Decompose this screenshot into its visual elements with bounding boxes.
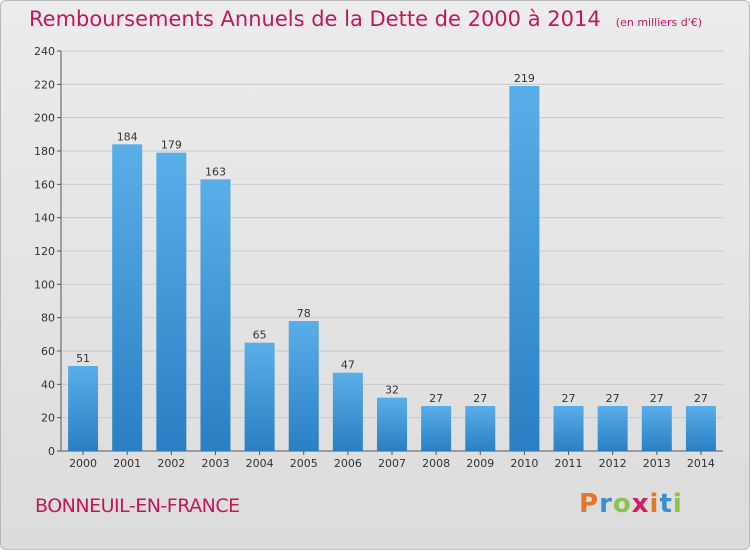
- data-label-2007: 32: [385, 384, 399, 397]
- logo-letter: i: [649, 489, 660, 519]
- proxiti-logo: Proxiti: [579, 489, 683, 519]
- bar-2006: [332, 372, 363, 451]
- bar-2004: [244, 342, 275, 451]
- logo-letter: i: [672, 489, 683, 519]
- x-tick-label-2008: 2008: [422, 457, 450, 470]
- data-label-2011: 27: [562, 392, 576, 405]
- y-tick-label-80: 80: [41, 312, 55, 325]
- x-tick-label-2006: 2006: [334, 457, 362, 470]
- x-tick-label-2012: 2012: [599, 457, 627, 470]
- data-label-2006: 47: [341, 359, 355, 372]
- logo-letter: P: [579, 489, 600, 519]
- bar-2012: [597, 406, 628, 451]
- x-tick-label-2010: 2010: [510, 457, 538, 470]
- bar-2013: [641, 406, 672, 451]
- bar-2000: [68, 366, 99, 451]
- city-name: BONNEUIL-EN-FRANCE: [35, 495, 240, 517]
- bar-2009: [465, 406, 496, 451]
- data-label-2000: 51: [76, 352, 90, 365]
- x-tick-label-2003: 2003: [201, 457, 229, 470]
- x-tick-label-2011: 2011: [555, 457, 583, 470]
- logo-letter: r: [599, 489, 613, 519]
- x-tick-label-2009: 2009: [466, 457, 494, 470]
- y-tick-label-20: 20: [41, 412, 55, 425]
- bar-2007: [377, 397, 407, 451]
- y-tick-label-140: 140: [34, 212, 55, 225]
- chart-title-unit: (en milliers d'€): [615, 16, 703, 29]
- x-tick-label-2000: 2000: [69, 457, 97, 470]
- bar-2008: [421, 406, 452, 451]
- y-tick-label-160: 160: [34, 178, 55, 191]
- data-label-2001: 184: [117, 130, 138, 143]
- data-label-2009: 27: [473, 392, 487, 405]
- chart-title-main: Remboursements Annuels de la Dette de 20…: [29, 7, 601, 31]
- bar-2001: [112, 144, 143, 452]
- data-label-2014: 27: [694, 392, 708, 405]
- data-label-2010: 219: [514, 72, 535, 85]
- bar-2003: [200, 179, 231, 452]
- bar-2014: [685, 406, 716, 451]
- chart-title: Remboursements Annuels de la Dette de 20…: [29, 7, 702, 31]
- data-label-2005: 78: [297, 307, 311, 320]
- logo-letter: x: [631, 489, 650, 519]
- y-tick-label-0: 0: [48, 445, 55, 458]
- x-tick-label-2007: 2007: [378, 457, 406, 470]
- bar-2011: [553, 406, 584, 451]
- y-tick-label-200: 200: [34, 112, 55, 125]
- x-tick-label-2005: 2005: [290, 457, 318, 470]
- bar-2002: [156, 152, 187, 451]
- data-label-2012: 27: [606, 392, 620, 405]
- y-tick-label-180: 180: [34, 145, 55, 158]
- data-label-2008: 27: [429, 392, 443, 405]
- x-tick-label-2014: 2014: [687, 457, 715, 470]
- y-tick-label-240: 240: [34, 45, 55, 58]
- data-label-2002: 179: [161, 139, 182, 152]
- data-label-2013: 27: [650, 392, 664, 405]
- bar-2010: [509, 86, 540, 451]
- x-tick-label-2001: 2001: [113, 457, 141, 470]
- data-label-2003: 163: [205, 165, 226, 178]
- x-tick-label-2013: 2013: [643, 457, 671, 470]
- y-tick-label-220: 220: [34, 78, 55, 91]
- logo-letter: t: [659, 489, 673, 519]
- y-tick-label-60: 60: [41, 345, 55, 358]
- y-tick-label-120: 120: [34, 245, 55, 258]
- y-tick-label-100: 100: [34, 278, 55, 291]
- x-tick-label-2004: 2004: [246, 457, 274, 470]
- x-tick-label-2002: 2002: [157, 457, 185, 470]
- y-tick-label-40: 40: [41, 378, 55, 391]
- bar-2005: [288, 321, 319, 451]
- data-label-2004: 65: [253, 329, 267, 342]
- logo-letter: o: [612, 489, 632, 519]
